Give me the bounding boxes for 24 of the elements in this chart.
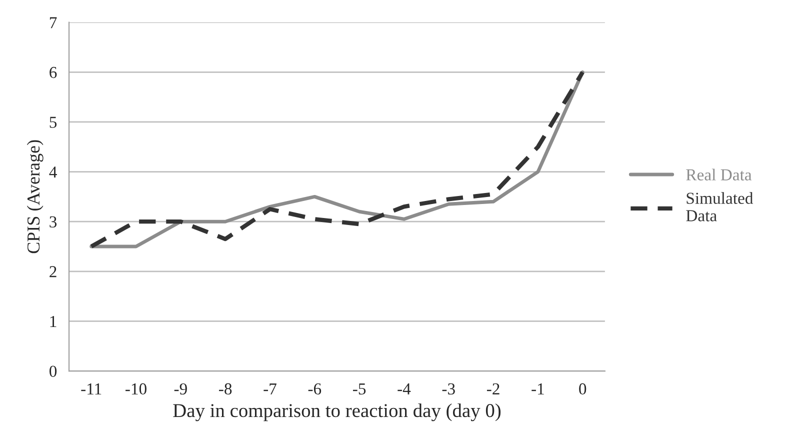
y-tick-label: 6 [50,66,57,78]
x-tick-label: -4 [398,383,411,394]
y-tick-label: 5 [50,116,57,128]
y-tick-label: 1 [50,316,56,327]
y-tick-label: 0 [50,366,57,377]
x-tick-label: -10 [126,383,146,395]
legend-label: Simulated Data [686,192,754,222]
x-tick-label: -9 [174,383,187,395]
y-tick-label: 2 [50,266,56,278]
x-tick-label: -6 [308,383,322,395]
y-tick-label: 7 [50,17,57,28]
x-tick-label: -5 [352,383,366,395]
x-tick-label: 0 [579,383,586,395]
x-tick-label: -8 [219,383,232,395]
x-tick-label: -2 [486,383,500,394]
y-tick-label: 3 [50,216,57,228]
y-axis-title: CPIS (Average) [26,140,44,254]
x-tick-label: -1 [532,383,544,394]
x-axis-title: Day in comparison to reaction day (day 0) [173,403,501,422]
x-tick-label: -7 [264,383,276,394]
x-tick-label: -11 [81,383,102,394]
y-tick-label: 4 [49,166,57,178]
x-tick-label: -3 [442,383,455,395]
legend-label: Real Data [686,168,752,180]
